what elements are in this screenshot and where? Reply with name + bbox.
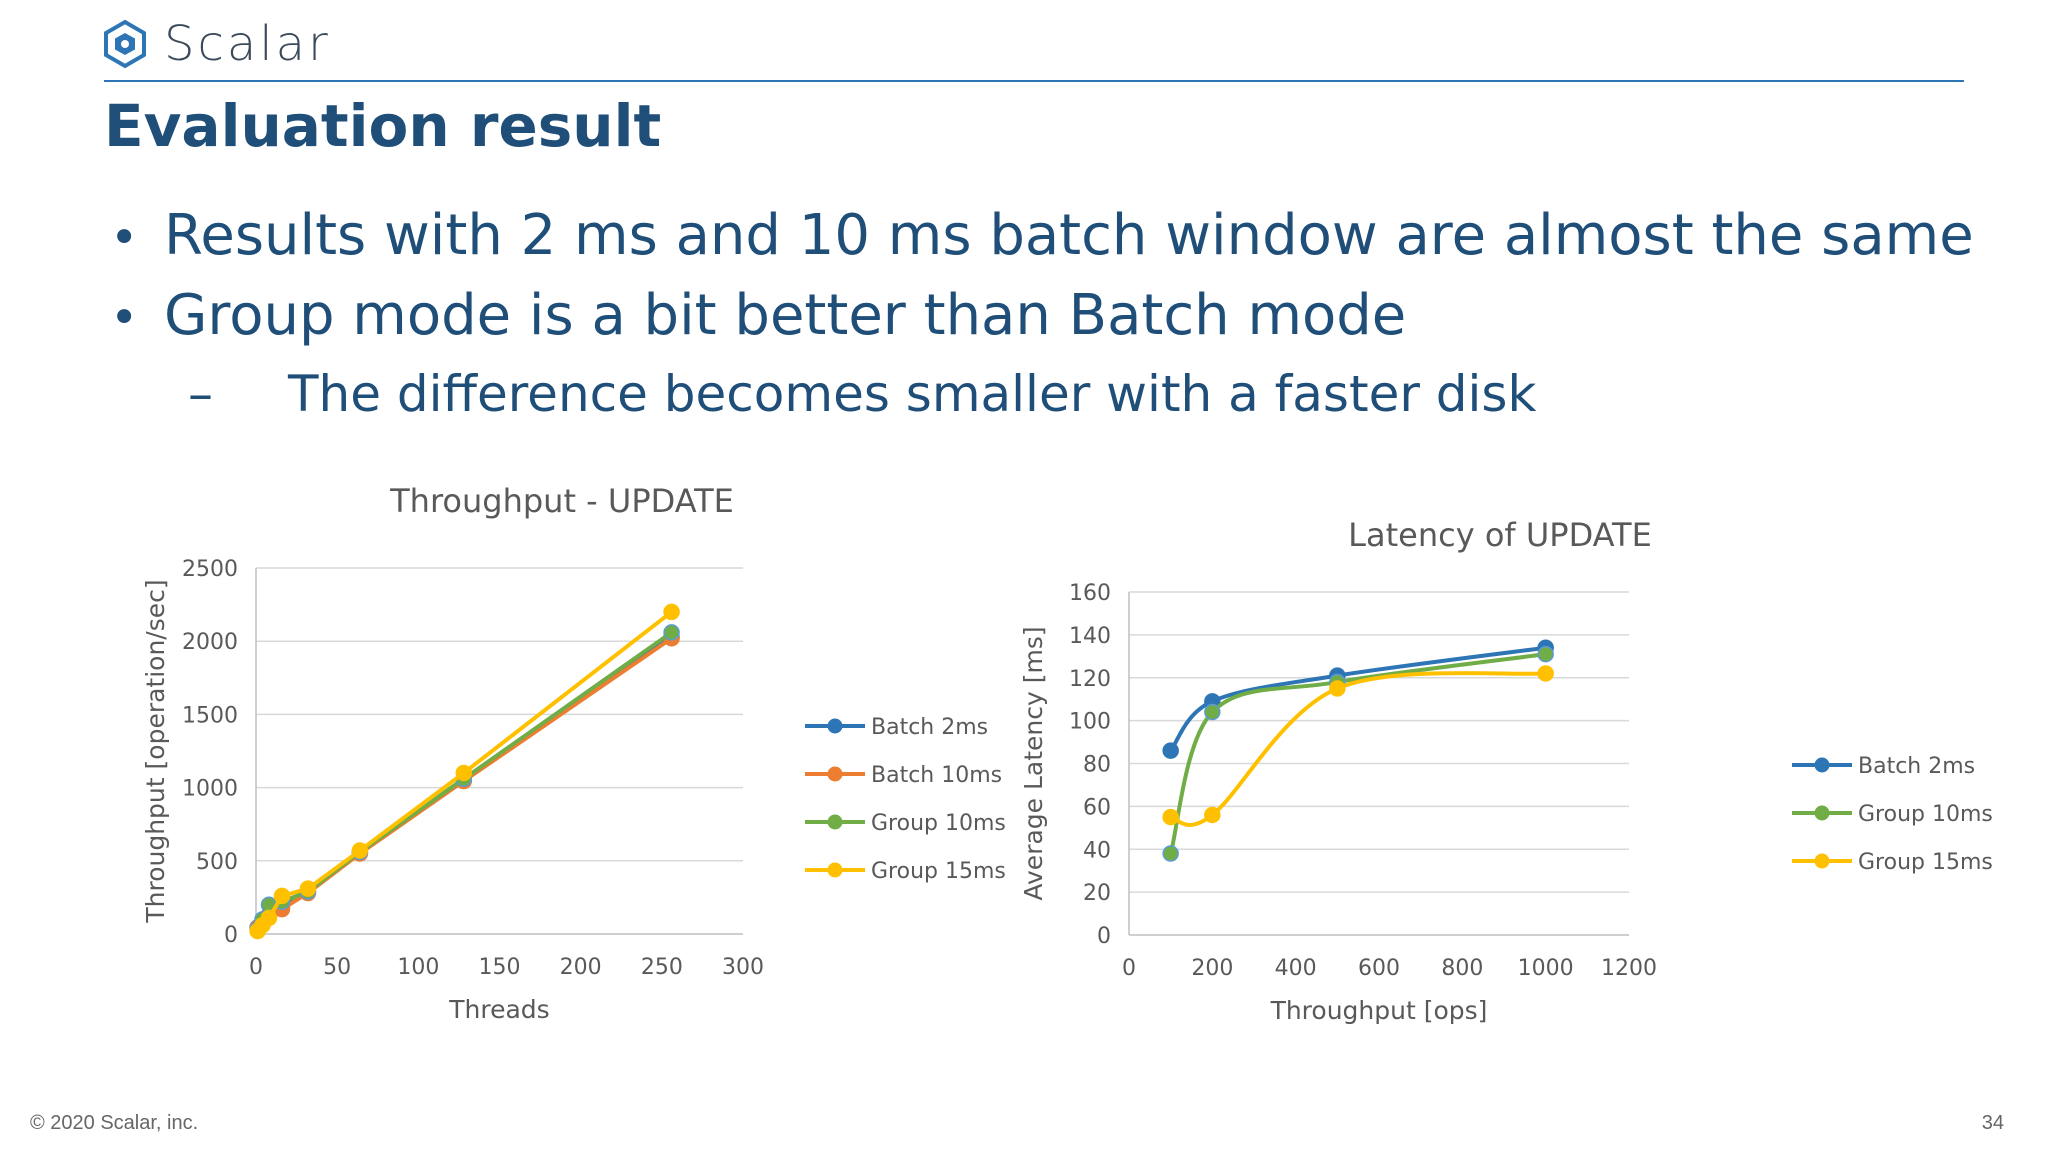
y-tick-label: 60 — [1083, 795, 1111, 820]
y-tick-label: 100 — [1069, 710, 1111, 735]
y-tick-label: 80 — [1083, 753, 1111, 778]
legend-swatch-marker — [827, 766, 843, 782]
y-axis-label: Throughput [operation/sec] — [141, 579, 170, 923]
x-tick-label: 600 — [1358, 956, 1400, 981]
data-point — [455, 764, 473, 782]
x-tick-label: 100 — [397, 955, 439, 980]
slide-title: Evaluation result — [104, 92, 662, 160]
data-point — [1162, 742, 1179, 759]
bullet-glyph: • — [110, 290, 139, 346]
data-point — [1537, 665, 1554, 682]
chart-svg: Throughput - UPDATE 0 500 1000 1500 2000 2500 0… — [141, 482, 1006, 1024]
data-point — [1162, 845, 1179, 862]
legend-swatch-marker — [1814, 757, 1830, 773]
data-point — [1204, 703, 1221, 721]
bullet-list: • Results with 2 ms and 10 ms batch wind… — [110, 196, 1990, 432]
legend-swatch-marker — [827, 814, 843, 830]
x-axis-label: Throughput [ops] — [1270, 996, 1488, 1025]
copyright: © 2020 Scalar, inc. — [30, 1112, 199, 1134]
y-tick-label: 0 — [1097, 924, 1111, 949]
bullet-item: • Results with 2 ms and 10 ms batch wind… — [110, 196, 1990, 276]
bullet-glyph: • — [110, 210, 139, 266]
x-tick-label: 0 — [249, 955, 263, 980]
x-tick-label: 0 — [1122, 956, 1136, 981]
data-point — [1162, 808, 1179, 826]
legend-swatch-marker — [1814, 853, 1830, 869]
x-tick-label: 200 — [560, 955, 602, 980]
sub-bullet-dash: – — [188, 365, 213, 423]
y-axis-label: Average Latency [ms] — [1020, 626, 1048, 900]
bullet-item: • Group mode is a bit better than Batch … — [110, 276, 1990, 356]
x-tick-label: 1000 — [1518, 956, 1574, 981]
y-tick-label: 500 — [196, 850, 238, 875]
y-tick-label: 40 — [1083, 838, 1111, 863]
legend-label: Batch 2ms — [871, 715, 988, 740]
sub-bullet-text: The difference becomes smaller with a fa… — [288, 365, 1537, 423]
y-tick-label: 2000 — [182, 630, 238, 655]
sub-bullet-item: – The difference becomes smaller with a … — [188, 356, 1990, 432]
x-tick-label: 1200 — [1601, 956, 1657, 981]
y-tick-label: 120 — [1069, 667, 1111, 692]
legend-label: Batch 2ms — [1858, 754, 1975, 779]
y-tick-label: 0 — [224, 923, 238, 948]
legend-swatch-marker — [827, 718, 843, 734]
data-point — [663, 603, 680, 621]
brand-logo: Scalar — [100, 16, 331, 72]
y-tick-label: 2500 — [182, 557, 238, 582]
legend-swatch-marker — [827, 862, 843, 878]
x-tick-label: 150 — [479, 955, 521, 980]
data-point — [1329, 680, 1346, 697]
chart-title: Throughput - UPDATE — [389, 482, 734, 520]
header-rule — [104, 80, 1964, 82]
data-point — [1204, 806, 1221, 824]
throughput-chart: Throughput - UPDATE 0 500 1000 1500 2000 2500 0… — [130, 480, 1030, 1040]
y-tick-label: 160 — [1069, 581, 1111, 606]
x-tick-label: 200 — [1191, 956, 1233, 981]
x-tick-label: 250 — [641, 955, 683, 980]
series-line — [1170, 670, 1546, 827]
data-point — [1537, 645, 1554, 663]
brand-name: Scalar — [164, 16, 331, 72]
x-tick-label: 800 — [1441, 956, 1483, 981]
data-point — [260, 909, 278, 927]
legend-label: Group 10ms — [871, 811, 1006, 836]
data-point — [299, 880, 317, 897]
x-tick-label: 400 — [1275, 956, 1317, 981]
x-tick-label: 300 — [722, 955, 764, 980]
latency-chart: Latency of UPDATE 0 20 40 60 80 100 120 140 160 0 2… — [1019, 500, 2020, 1060]
x-tick-label: 50 — [323, 955, 351, 980]
y-tick-label: 1000 — [182, 777, 238, 802]
legend-label: Group 15ms — [871, 859, 1006, 884]
legend-label: Group 10ms — [1858, 802, 1993, 827]
page-number: 34 — [1981, 1112, 2004, 1134]
chart-title: Latency of UPDATE — [1348, 516, 1652, 554]
x-axis-label: Threads — [448, 995, 549, 1024]
legend-label: Batch 10ms — [871, 763, 1002, 788]
y-tick-label: 1500 — [182, 703, 238, 728]
data-point — [351, 842, 369, 859]
bullet-text: Group mode is a bit better than Batch mo… — [164, 283, 1407, 348]
data-point — [663, 624, 680, 641]
legend-swatch-marker — [1814, 805, 1830, 821]
data-point — [273, 887, 291, 905]
scalar-hexagon-icon — [104, 19, 146, 69]
bullet-text: Results with 2 ms and 10 ms batch window… — [164, 203, 1974, 268]
series-line — [1168, 652, 1546, 855]
y-tick-label: 140 — [1069, 624, 1111, 649]
y-tick-label: 20 — [1083, 881, 1111, 906]
chart-svg: Latency of UPDATE 0 20 40 60 80 100 120 140 160 0 2… — [1019, 516, 1993, 1025]
series-line — [1169, 645, 1546, 752]
legend-label: Group 15ms — [1858, 850, 1993, 875]
